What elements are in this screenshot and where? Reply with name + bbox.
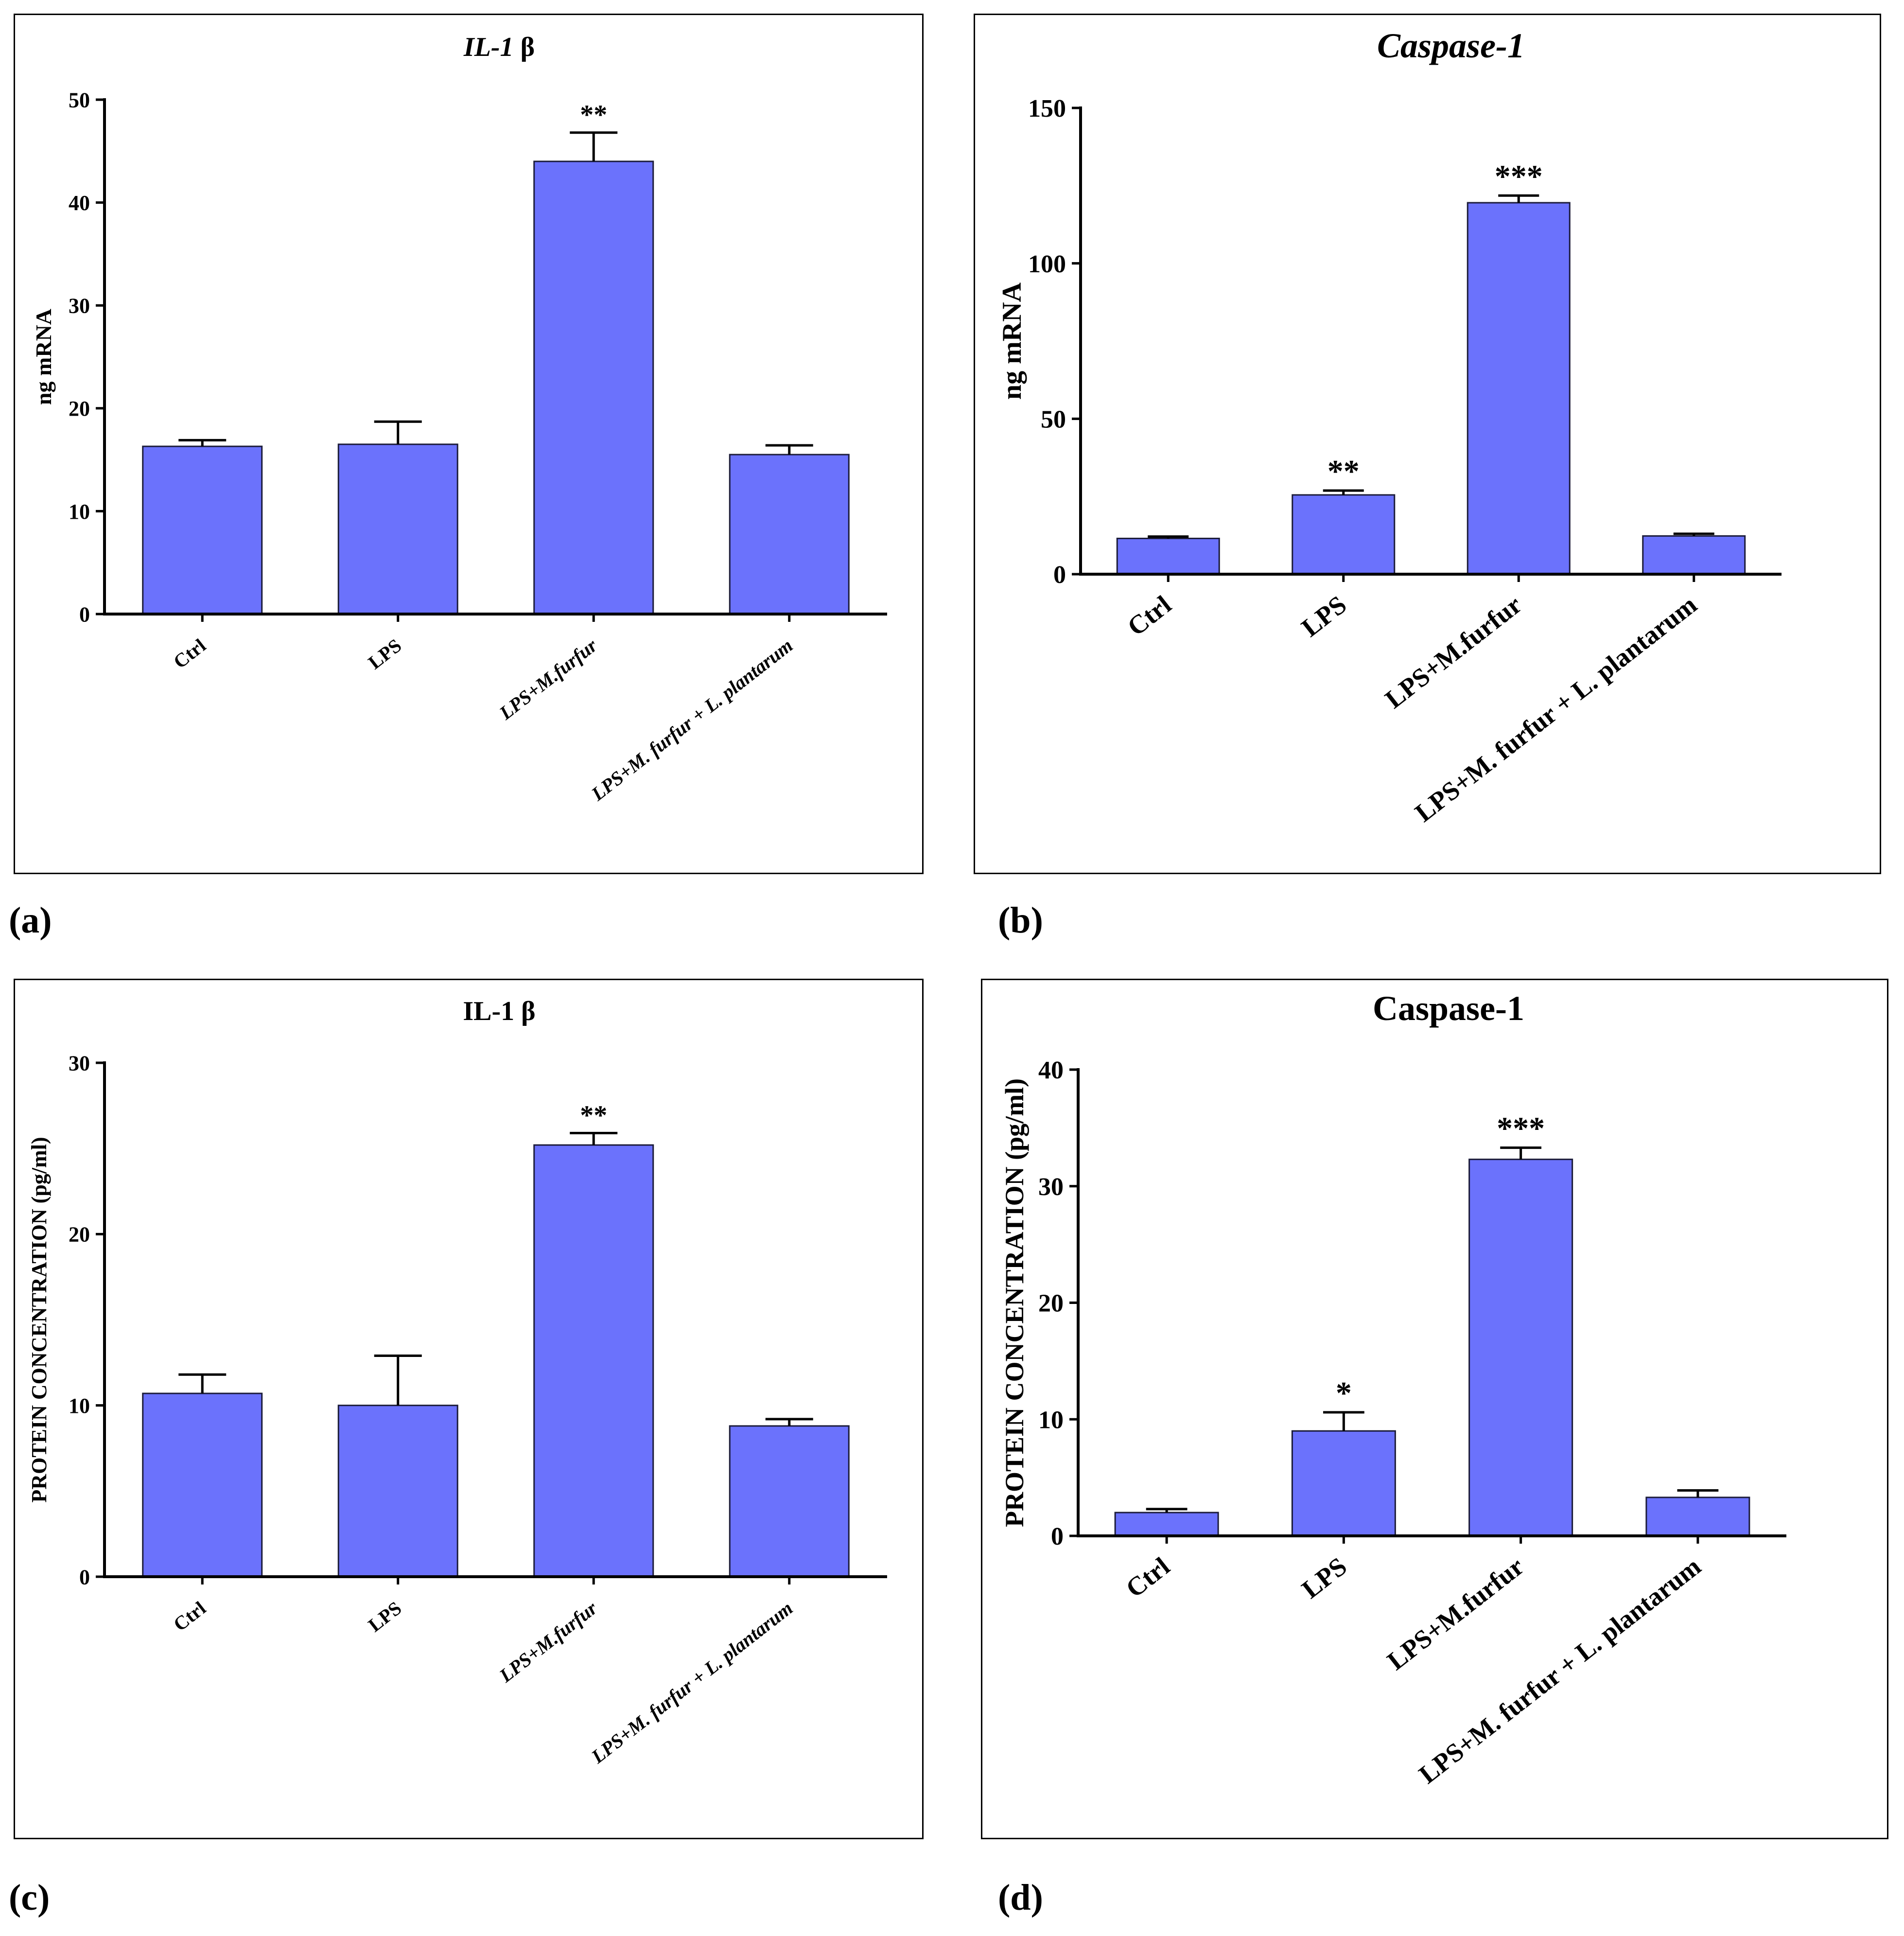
y-tick-label-1: 0 [1051,1523,1064,1550]
figure-label-b: (b) [998,900,1043,941]
significance-marker-2: * [1336,1375,1352,1411]
y-axis-label: PROTEIN CONCENTRATION (pg/ml) [27,1137,51,1502]
x-tick-label-4: LPS+M. furfur + L. plantarum [1414,1551,1706,1789]
bar-2 [337,443,458,615]
x-tick-label-2: LPS [1296,1551,1352,1604]
error-bar-4 [1677,1489,1719,1497]
panel-d-frame [981,979,1888,1839]
chart-title-suffix: β [521,996,536,1026]
error-bar-2 [374,420,422,444]
bar-1 [1114,1512,1219,1537]
bar-2 [1292,494,1396,575]
chart-title: IL-1 β [463,32,535,62]
y-tick-label-5: 40 [1038,1056,1064,1084]
bar-3 [1468,1159,1573,1537]
significance-marker-3: *** [1495,158,1543,194]
chart-title: Caspase-1 [1377,26,1525,65]
significance-marker-3: ** [580,1100,607,1130]
error-bar-2 [1323,489,1364,495]
error-bar-4 [765,1418,813,1426]
significance-marker-3: *** [1497,1111,1545,1146]
y-tick-label-1: 0 [79,1565,90,1589]
error-bar-1 [178,439,227,447]
bar-1 [1116,537,1220,575]
y-tick-label-5: 40 [69,191,90,215]
x-tick-label-3: LPS+M.furfur [1382,1551,1529,1676]
figure-label-a: (a) [9,900,52,941]
chart-title: IL-1 β [463,996,535,1026]
panel-a-frame [14,14,924,874]
y-tick-label-4: 30 [69,294,90,318]
y-tick-label-3: 100 [1028,250,1066,278]
chart-title-main: Caspase-1 [1373,989,1524,1028]
chart-title: Caspase-1 [1373,989,1524,1028]
error-bar-4 [765,444,813,455]
bar-4 [1645,1496,1750,1537]
y-tick-label-2: 10 [69,1394,90,1418]
error-bar-1 [178,1373,227,1393]
bar-2 [1291,1430,1396,1537]
chart-title-main: IL-1 [463,996,514,1026]
significance-marker-3: ** [580,100,607,130]
bar-3 [1467,202,1571,575]
panel-b-frame [974,14,1881,874]
y-axis-label: PROTEIN CONCENTRATION (pg/ml) [1000,1078,1029,1527]
y-tick-label-2: 10 [1038,1406,1064,1434]
error-bar-3 [570,131,618,161]
y-axis-label: ng mRNA [997,282,1027,400]
error-bar-1 [1146,1508,1188,1513]
error-bar-2 [1323,1411,1364,1431]
chart-title-suffix: β [521,32,535,62]
significance-marker-2: ** [1328,454,1360,489]
chart-title-main: IL-1 [463,32,514,62]
error-bar-3 [1500,1146,1542,1160]
chart-title-main: Caspase-1 [1377,26,1525,65]
y-tick-label-3: 20 [69,1223,90,1247]
bar-4 [729,454,850,615]
error-bar-1 [1148,535,1189,539]
bar-4 [729,1425,850,1578]
figure-label-d: (d) [998,1877,1043,1918]
y-tick-label-3: 20 [1038,1290,1064,1318]
y-tick-label-3: 20 [69,397,90,421]
error-bar-2 [374,1354,422,1406]
y-tick-label-6: 50 [69,88,90,112]
y-tick-label-4: 30 [69,1051,90,1075]
y-tick-label-1: 0 [79,602,90,626]
x-tick-label-1: Ctrl [1120,1551,1175,1603]
y-tick-label-2: 50 [1041,406,1066,434]
error-bar-3 [570,1131,618,1145]
figure-label-c: (c) [9,1877,50,1918]
error-bar-3 [1498,194,1539,203]
error-bar-4 [1673,532,1714,536]
y-tick-label-2: 10 [69,500,90,524]
y-tick-label-4: 30 [1038,1173,1064,1201]
y-tick-label-1: 0 [1053,561,1066,589]
y-tick-label-4: 150 [1028,95,1066,123]
y-axis-label: ng mRNA [31,309,56,405]
